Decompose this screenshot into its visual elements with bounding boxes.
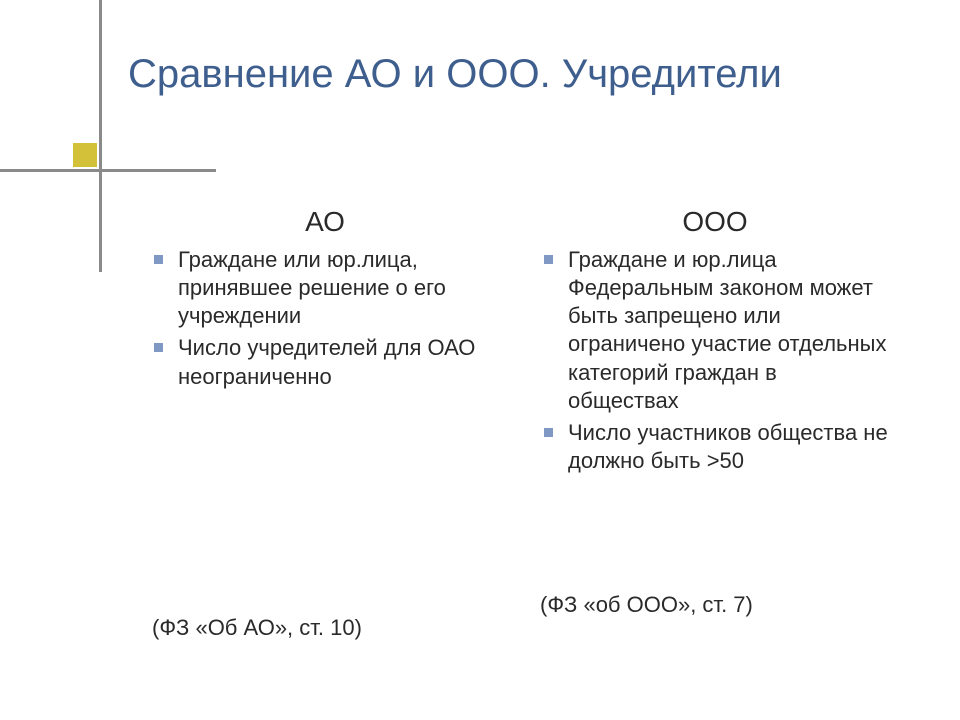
list-item: Граждане и юр.лица Федеральным законом м… <box>540 246 890 415</box>
list-item: Число учредителей для ОАО неограниченно <box>150 334 500 390</box>
list-item: Число участников общества не должно быть… <box>540 419 890 475</box>
footnote-ooo: (ФЗ «об ООО», ст. 7) <box>540 592 753 618</box>
column-ooo: ООО Граждане и юр.лица Федеральным закон… <box>540 206 890 479</box>
column-ao-list: Граждане или юр.лица, принявшее решение … <box>150 246 500 391</box>
column-ooo-list: Граждане и юр.лица Федеральным законом м… <box>540 246 890 475</box>
decor-vline <box>99 0 102 272</box>
column-ooo-heading: ООО <box>540 206 890 238</box>
column-ao-heading: АО <box>150 206 500 238</box>
footnote-ao: (ФЗ «Об АО», ст. 10) <box>152 615 362 641</box>
list-item: Граждане или юр.лица, принявшее решение … <box>150 246 500 330</box>
slide-title: Сравнение АО и ООО. Учредители <box>128 50 782 98</box>
column-ao: АО Граждане или юр.лица, принявшее решен… <box>150 206 500 479</box>
decor-square <box>73 143 97 167</box>
two-column-layout: АО Граждане или юр.лица, принявшее решен… <box>150 206 890 479</box>
decor-hline <box>0 169 216 172</box>
